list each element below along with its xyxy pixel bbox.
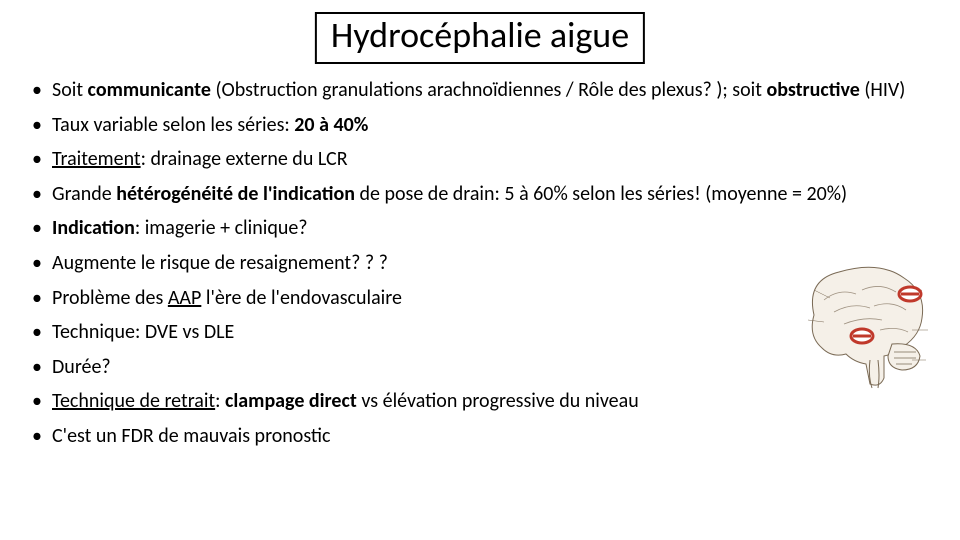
text: Augmente le risque de resaignement? ? ?	[52, 251, 388, 275]
text-bold: hétérogénéité de l'indication	[116, 182, 355, 206]
text: (Obstruction granulations arachnoïdienne…	[211, 78, 767, 102]
text-bold: 20 à 40%	[294, 113, 368, 137]
text: Problème des	[52, 286, 168, 310]
bullet-1: Soit communicante (Obstruction granulati…	[28, 78, 940, 104]
bullet-2: Taux variable selon les séries: 20 à 40%	[28, 113, 940, 139]
text-underline: Traitement	[52, 147, 141, 171]
text: Technique: DVE vs DLE	[52, 320, 234, 344]
marker-2	[851, 329, 873, 343]
cerebellum	[888, 344, 920, 370]
text: l'ère de l'endovasculaire	[201, 286, 402, 310]
text: : imagerie + clinique?	[135, 216, 308, 240]
bullet-4: Grande hétérogénéité de l'indication de …	[28, 182, 940, 208]
marker-1	[899, 287, 921, 301]
text: C'est un FDR de mauvais pronostic	[52, 424, 331, 448]
text-underline: AAP	[168, 286, 201, 310]
bullet-10: Technique de retrait: clampage direct vs…	[28, 389, 940, 415]
text: de pose de drain: 5 à 60% selon les séri…	[355, 182, 847, 206]
text-underline: Technique de retrait	[52, 389, 215, 413]
text-bold: communicante	[88, 78, 211, 102]
bullet-11: C'est un FDR de mauvais pronostic	[28, 424, 940, 450]
text: : drainage externe du LCR	[141, 147, 348, 171]
brain-diagram-svg	[784, 260, 944, 390]
bullet-5: Indication: imagerie + clinique?	[28, 216, 940, 242]
slide-title: Hydrocéphalie aigue	[315, 12, 645, 64]
text: vs élévation progressive du niveau	[357, 389, 639, 413]
text-bold: obstructive	[766, 78, 859, 102]
text: Taux variable selon les séries:	[52, 113, 294, 137]
text-bold: clampage direct	[225, 389, 357, 413]
bullet-3: Traitement: drainage externe du LCR	[28, 147, 940, 173]
text: :	[215, 389, 225, 413]
text: Durée?	[52, 355, 111, 379]
text: Grande	[52, 182, 116, 206]
text-bold: Indication	[52, 216, 135, 240]
text: Soit	[52, 78, 88, 102]
brain-diagram	[784, 260, 944, 390]
text: (HIV)	[860, 78, 906, 102]
